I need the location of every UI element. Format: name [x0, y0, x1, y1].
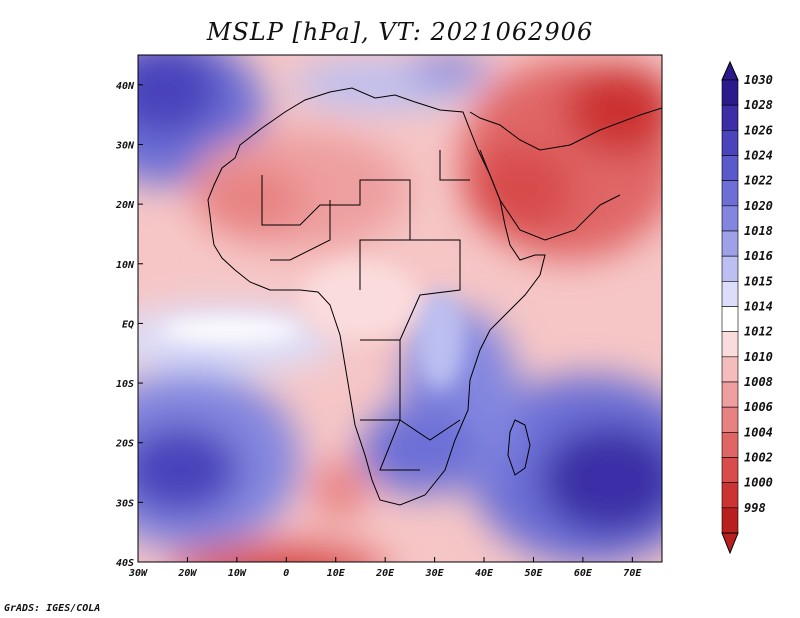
pressure-field: [138, 55, 662, 562]
colorbar-swatch: [721, 406, 739, 433]
lat-tick-label: 40N: [116, 81, 135, 92]
lon-tick-label: 0: [283, 568, 289, 579]
lon-tick-label: 40E: [475, 568, 494, 579]
colorbar-label: 1012: [744, 325, 773, 339]
colorbar-min-arrow: [721, 532, 739, 555]
lon-axis: 30W 20W 10W 0 10E 20E 30E 40E 50E 60E 70E: [128, 557, 642, 579]
colorbar-label: 1014: [744, 300, 773, 314]
lon-tick-label: 70E: [623, 568, 642, 579]
colorbar-label: 1026: [744, 123, 773, 137]
colorbar-label: 1015: [744, 274, 773, 288]
lon-tick-label: 50E: [524, 568, 543, 579]
colorbar-label: 1002: [744, 451, 773, 465]
lon-tick-label: 30W: [128, 568, 148, 579]
colorbar-swatch: [721, 381, 739, 408]
colorbar-swatch: [721, 356, 739, 383]
colorbar-label: 1000: [744, 476, 773, 490]
colorbar-swatch: [721, 79, 739, 106]
coastlines: [207, 87, 662, 506]
lat-axis: 40N 30N 20N 10N EQ 10S 20S 30S 40S: [115, 81, 143, 569]
colorbar-label: 1018: [744, 224, 773, 238]
plot-frame: [137, 54, 663, 563]
grads-credit: GrADS: IGES/COLA: [4, 603, 101, 614]
colorbar-max-arrow: [721, 60, 739, 81]
colorbar-label: 1006: [744, 400, 773, 414]
colorbar-swatch: [721, 507, 739, 534]
colorbar-swatch: [721, 205, 739, 232]
lat-tick-label: 10S: [116, 379, 134, 390]
colorbar-swatch: [721, 180, 739, 207]
colorbar-label: 1024: [744, 149, 773, 163]
lat-tick-label: 10N: [116, 260, 135, 271]
colorbar-label: 1008: [744, 375, 773, 389]
lon-tick-label: 30E: [425, 568, 445, 579]
lat-tick-label: 30N: [115, 140, 135, 151]
colorbar-label: 1016: [744, 249, 773, 263]
colorbar-label: 1020: [744, 199, 773, 213]
lon-tick-label: 10W: [228, 568, 247, 579]
colorbar-label: 1004: [744, 425, 773, 439]
colorbar-swatch: [721, 331, 739, 358]
colorbar-swatch: [721, 457, 739, 483]
colorbar-swatch: [721, 230, 739, 257]
map-title: MSLP [hPa], VT: 2021062906: [206, 18, 594, 46]
lat-tick-label: 20N: [115, 200, 135, 211]
colorbar-swatch: [721, 482, 739, 509]
lat-tick-label: 20S: [115, 439, 134, 450]
lon-tick-label: 20W: [177, 568, 197, 579]
colorbar-swatch: [721, 255, 739, 282]
lat-tick-label: EQ: [122, 319, 134, 330]
lat-tick-label: 40S: [116, 558, 134, 569]
colorbar-swatch: [721, 432, 739, 458]
colorbar-label: 998: [744, 501, 766, 515]
colorbar-label: 1022: [744, 174, 773, 188]
lat-tick-label: 30S: [115, 498, 134, 509]
colorbar-swatch: [721, 155, 739, 181]
colorbar-swatch: [721, 281, 739, 307]
colorbar-swatch: [721, 104, 739, 131]
lon-tick-label: 10E: [327, 568, 346, 579]
colorbar-label: 1028: [744, 98, 773, 112]
lon-tick-label: 60E: [574, 568, 593, 579]
colorbar: 1030 1028 1026 1024 1022 1020 1018 1016 1015 1014…: [721, 60, 773, 555]
colorbar-label: 1030: [744, 73, 773, 87]
colorbar-swatch: [721, 306, 739, 332]
lon-tick-label: 20E: [375, 568, 395, 579]
colorbar-label: 1010: [744, 350, 773, 364]
colorbar-swatch: [721, 130, 739, 156]
